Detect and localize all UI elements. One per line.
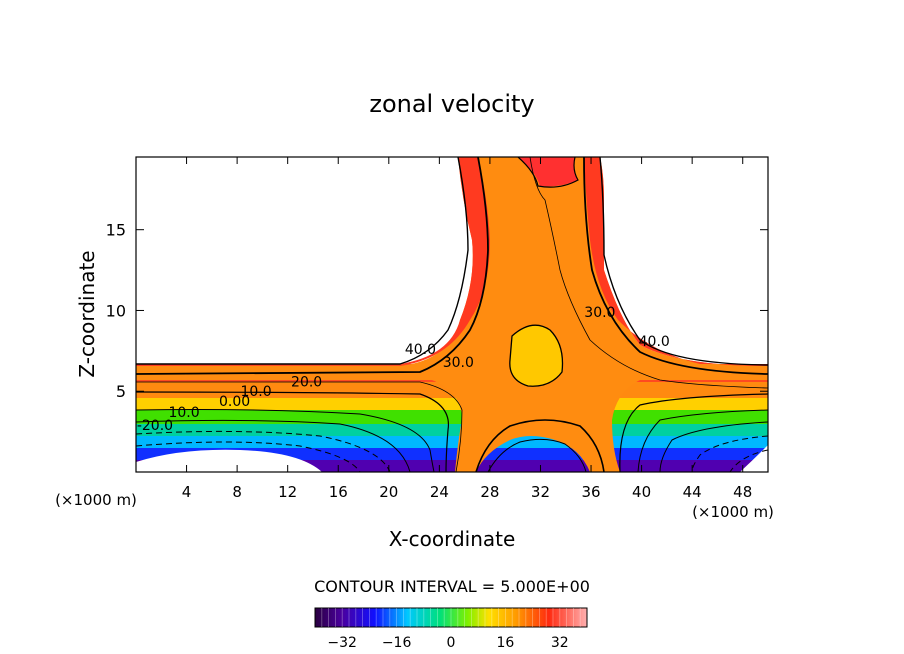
chart-title: zonal velocity: [369, 90, 534, 118]
contour-30-left: [136, 157, 489, 375]
jet-fringe-right: [584, 157, 768, 366]
contour-label: 30.0: [584, 305, 615, 321]
x-tick-label: 40: [632, 483, 651, 501]
y-tick-label: 5: [116, 382, 126, 401]
x-tick-label: 4: [182, 483, 192, 501]
plot-frame: [135, 156, 769, 473]
y-tick-label: 10: [106, 301, 126, 320]
contour-label: 40.0: [405, 342, 436, 358]
contour-inner-left2: [136, 381, 463, 472]
contour-bottom-jet-inner: [487, 438, 587, 472]
x-tick-label: 32: [531, 483, 550, 501]
contour-label: 10.0: [168, 405, 199, 421]
x-tick-label: 8: [232, 483, 242, 501]
x-unit-right: (×1000 m): [692, 503, 774, 521]
yellow-core-contour: [509, 324, 564, 387]
contour-top-wedge: [517, 157, 579, 188]
right-bottom-hole: [740, 445, 768, 472]
contour-0-right: [659, 421, 768, 472]
x-tick-label: 12: [278, 483, 297, 501]
x-tick-label: 16: [329, 483, 348, 501]
x-tick-label: 24: [430, 483, 449, 501]
x-tick-label: 48: [733, 483, 752, 501]
contour-inner-left: [529, 157, 768, 389]
contour-10: [136, 409, 435, 472]
y-tick-label: 15: [106, 221, 126, 240]
x-tick-label: 36: [581, 483, 600, 501]
contour-label: 40.0: [639, 334, 670, 350]
central-jet: [136, 157, 768, 472]
contour-20-right: [619, 393, 768, 472]
colorbar: [314, 607, 588, 628]
colorbar-tick-label: 0: [447, 635, 456, 651]
contour-0: [136, 419, 411, 472]
colorbar-tick-label: 32: [551, 635, 569, 651]
contour-label: -20.0: [137, 418, 173, 434]
contour-neg10: [136, 430, 391, 472]
contour-label: 0.00: [219, 394, 250, 410]
contour-neg10-right: [691, 435, 768, 472]
colorbar-stripes: [321, 608, 581, 627]
jet-top-red: [518, 157, 578, 187]
contour-neg20: [136, 441, 361, 472]
contour-30-right: [583, 157, 768, 375]
contour-interval-text: CONTOUR INTERVAL = 5.000E+00: [314, 577, 590, 596]
contour-bottom-jet: [475, 419, 605, 472]
x-tick-label: 20: [379, 483, 398, 501]
contour-label: 30.0: [443, 355, 474, 371]
x-tick-label: 28: [480, 483, 499, 501]
contour-label: 20.0: [291, 374, 322, 390]
colorbar-tick-label: 16: [496, 635, 514, 651]
yellow-core: [509, 325, 563, 387]
contour-label: 10.0: [240, 384, 271, 400]
contour-20: [136, 391, 450, 472]
contour-neg20-right: [729, 449, 768, 472]
contour-40-left: [136, 157, 469, 365]
colorbar-tick-label: −32: [327, 635, 357, 651]
y-axis-label: Z-coordinate: [75, 250, 99, 377]
x-tick-label: 44: [683, 483, 702, 501]
colorbar-tick-label: −16: [382, 635, 412, 651]
x-axis-ticks: 4 8 12 16 20 24 28 32 36 40 44 48: [182, 157, 752, 501]
left-bottom-hole: [136, 449, 322, 472]
colorbar-ticks: −32 −16 0 16 32: [327, 635, 568, 651]
contour-lines: [136, 157, 768, 472]
x-axis-label: X-coordinate: [389, 527, 516, 551]
contour-40-right: [599, 157, 768, 366]
contour-10-right: [637, 409, 768, 472]
x-unit-left: (×1000 m): [55, 491, 137, 509]
y-axis-ticks: 5 10 15: [106, 221, 768, 401]
